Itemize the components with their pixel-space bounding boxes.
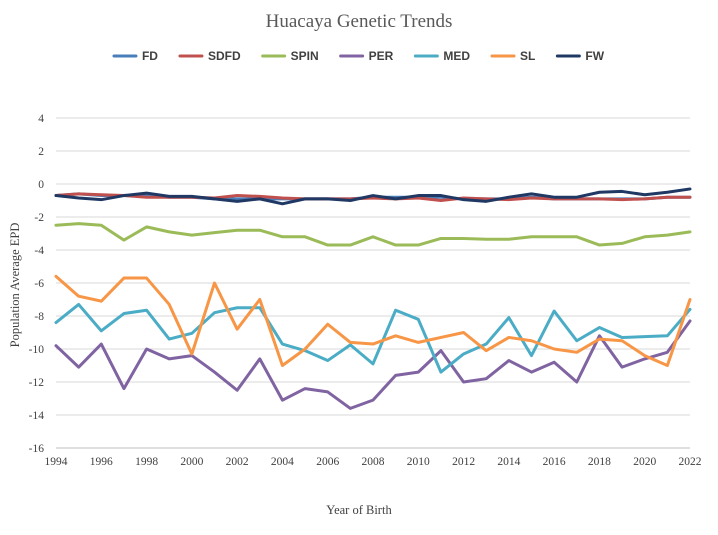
y-tick-label: -14 — [29, 410, 45, 422]
y-tick-label: -4 — [34, 245, 44, 257]
legend-item-spin: SPIN — [261, 49, 319, 63]
y-tick-label: -10 — [29, 344, 45, 356]
legend-label: SDFD — [208, 49, 241, 63]
y-axis-ticks: 4 2 0 -2 -4 -6 -8 -10 -12 -14 -16 — [29, 113, 45, 455]
legend-item-fw: FW — [555, 49, 605, 63]
x-tick-label: 2006 — [316, 456, 339, 468]
legend-label: SPIN — [291, 49, 319, 63]
y-tick-label: 2 — [38, 146, 44, 158]
gridlines — [56, 117, 690, 449]
y-tick-label: -8 — [34, 311, 44, 323]
series-line-per — [54, 319, 692, 410]
legend-label: MED — [443, 49, 470, 63]
series-line-sdfd — [54, 192, 692, 202]
x-tick-label: 2020 — [633, 456, 656, 468]
x-tick-label: 2012 — [452, 456, 475, 468]
x-axis-ticks: 1994 1996 1998 2000 2002 2004 2006 2008 2010 2012… — [45, 456, 702, 468]
series-line-sl — [54, 274, 692, 367]
legend: FD SDFD SPIN PER MED SL FW — [112, 49, 605, 63]
y-tick-label: 0 — [38, 179, 44, 191]
y-tick-label: -6 — [34, 278, 44, 290]
x-tick-label: 1998 — [135, 456, 158, 468]
x-tick-label: 2004 — [271, 456, 294, 468]
y-axis-title: Population Average EPD — [8, 223, 22, 348]
legend-item-sdfd: SDFD — [178, 49, 241, 63]
series-line-fw — [54, 187, 692, 206]
x-tick-label: 2010 — [407, 456, 430, 468]
x-tick-label: 1996 — [90, 456, 113, 468]
legend-label: FD — [142, 49, 158, 63]
x-tick-label: 1994 — [45, 456, 68, 468]
series-lines — [54, 187, 692, 410]
x-tick-label: 2022 — [679, 456, 702, 468]
legend-item-sl: SL — [490, 49, 535, 63]
x-tick-label: 2014 — [497, 456, 520, 468]
x-tick-label: 2018 — [588, 456, 611, 468]
x-tick-label: 2002 — [226, 456, 249, 468]
y-tick-label: -16 — [29, 443, 45, 455]
chart-title: Huacaya Genetic Trends — [266, 11, 453, 32]
y-tick-label: -2 — [34, 212, 44, 224]
y-tick-label: -12 — [29, 377, 45, 389]
legend-item-per: PER — [339, 49, 394, 63]
x-tick-label: 2000 — [180, 456, 203, 468]
series-line-med — [54, 302, 692, 374]
legend-label: FW — [585, 49, 604, 63]
legend-item-med: MED — [413, 49, 470, 63]
x-axis-title: Year of Birth — [326, 503, 392, 517]
legend-label: PER — [369, 49, 394, 63]
x-tick-label: 2008 — [362, 456, 385, 468]
legend-item-fd: FD — [112, 49, 158, 63]
series-line-spin — [54, 222, 692, 247]
legend-label: SL — [520, 49, 535, 63]
y-tick-label: 4 — [38, 113, 44, 125]
x-tick-label: 2016 — [543, 456, 566, 468]
